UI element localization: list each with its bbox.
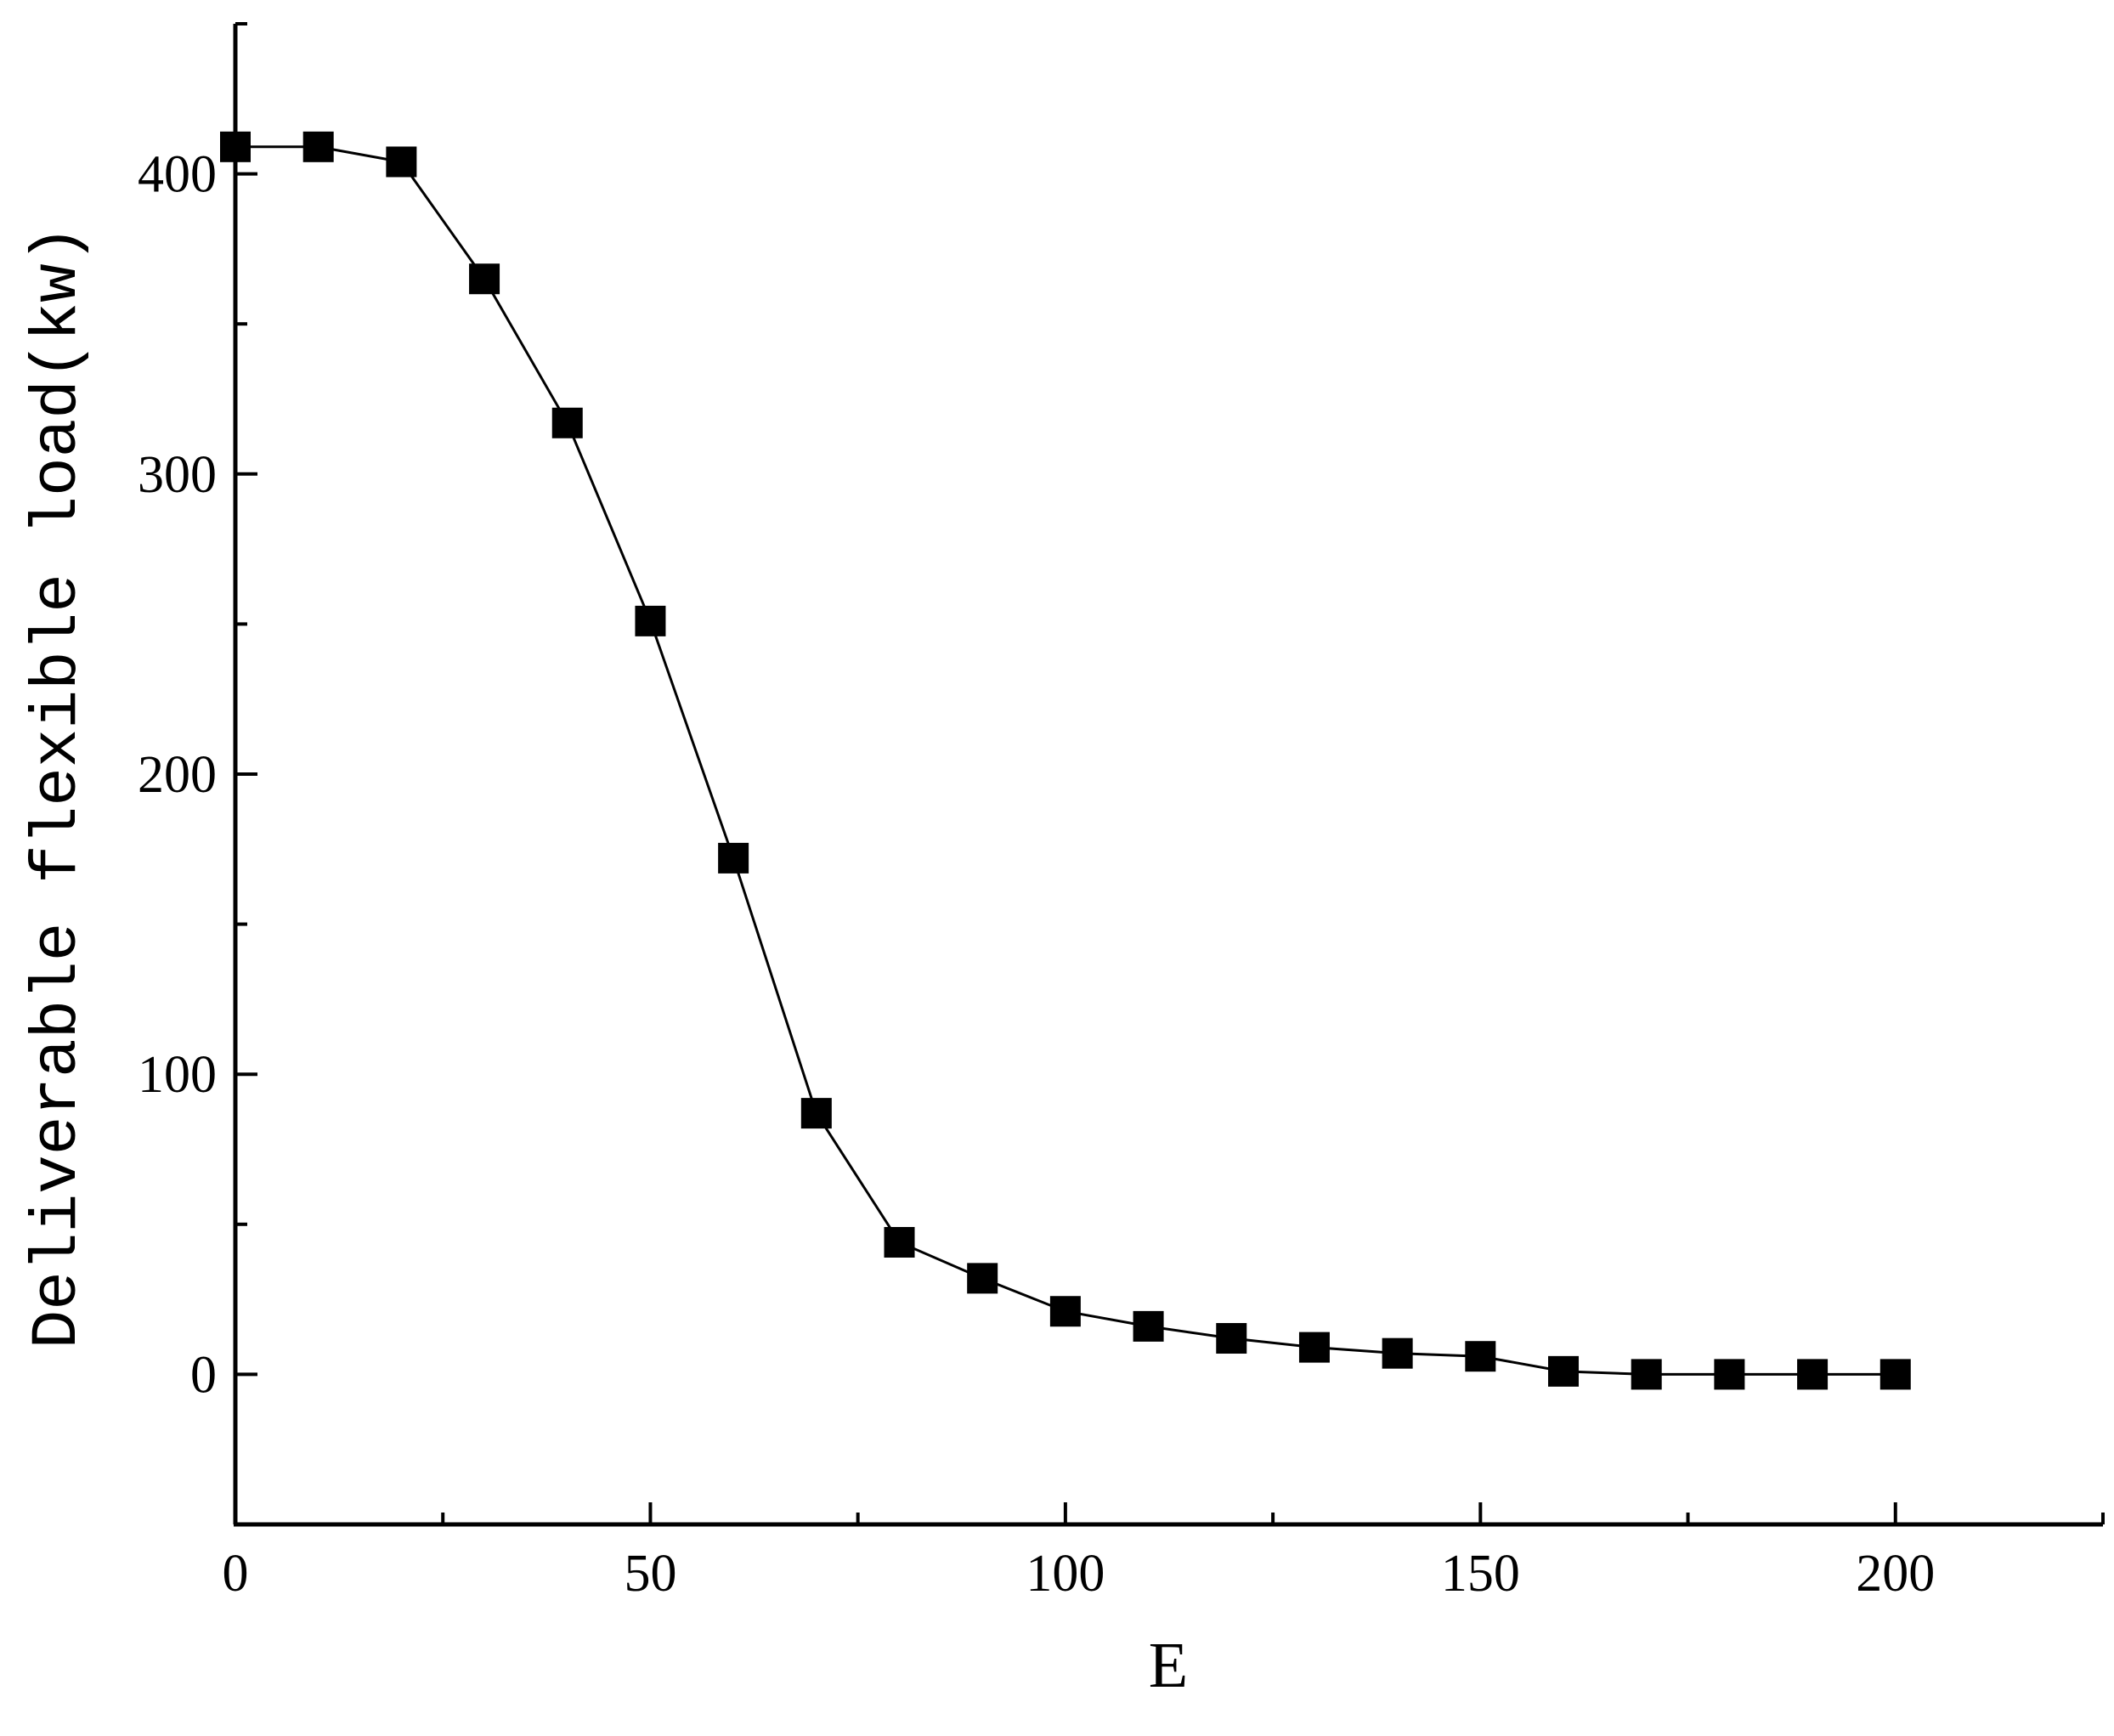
data-point-marker	[1879, 1359, 1911, 1390]
data-point-marker	[469, 263, 500, 295]
data-point-marker	[386, 146, 417, 178]
ticks	[234, 22, 2105, 1526]
data-point-marker	[635, 605, 666, 636]
y-tick-label: 200	[138, 746, 217, 804]
data-point-marker	[1714, 1359, 1745, 1390]
data-point-marker	[1049, 1296, 1081, 1327]
data-point-marker	[1631, 1359, 1662, 1390]
data-point-marker	[551, 407, 583, 438]
data-point-marker	[1382, 1337, 1413, 1369]
axes	[233, 24, 2103, 1527]
y-axis-title: Deliverable flexible load(kw)	[21, 225, 94, 1349]
data-point-marker	[1797, 1359, 1829, 1390]
data-point-marker	[1465, 1341, 1496, 1372]
y-tick-label: 100	[138, 1046, 217, 1104]
x-axis-title: E	[1149, 1630, 1188, 1701]
data-point-marker	[800, 1098, 832, 1129]
y-tick-label: 300	[138, 446, 217, 504]
data-point-marker	[1298, 1332, 1330, 1363]
series-line	[235, 145, 1896, 1376]
x-tick-label: 50	[624, 1545, 676, 1603]
data-point-marker	[884, 1226, 915, 1258]
data-point-marker	[718, 842, 749, 874]
y-tick-label: 0	[190, 1346, 217, 1404]
data-point-marker	[220, 131, 251, 162]
data-point-marker	[302, 131, 334, 162]
data-point-marker	[1548, 1355, 1580, 1387]
tick-labels: 0 50 100 150 200 0 100 200 300 400	[138, 146, 1935, 1603]
x-tick-label: 200	[1856, 1545, 1935, 1603]
data-point-marker	[1216, 1323, 1247, 1354]
x-tick-label: 0	[223, 1545, 249, 1603]
data-point-marker	[1133, 1310, 1164, 1342]
x-tick-label: 150	[1441, 1545, 1520, 1603]
data-series	[220, 131, 1911, 1390]
x-tick-label: 100	[1026, 1545, 1105, 1603]
data-point-marker	[967, 1263, 998, 1294]
y-tick-label: 400	[138, 146, 217, 204]
